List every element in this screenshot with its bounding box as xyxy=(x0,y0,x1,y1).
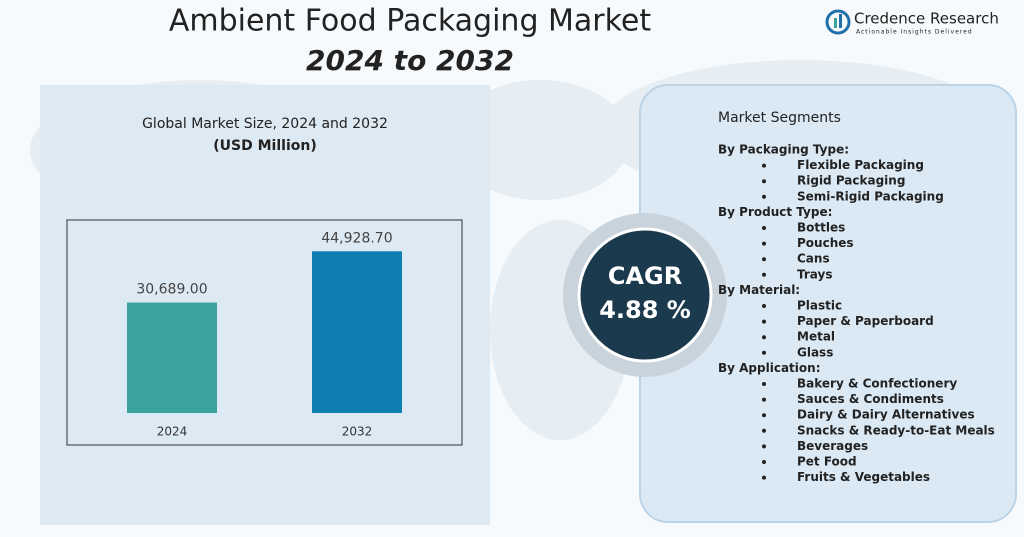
bullet xyxy=(762,335,766,340)
bar xyxy=(127,302,217,413)
value-label: 30,689.00 xyxy=(136,282,207,298)
bullet xyxy=(762,272,766,277)
bullet xyxy=(762,241,766,246)
segments-title: Market Segments xyxy=(718,110,841,126)
chart-panel xyxy=(40,85,490,525)
segment-item: Pet Food xyxy=(797,455,857,469)
bullet xyxy=(762,319,766,324)
segment-heading: By Application: xyxy=(718,361,821,375)
segment-item: Trays xyxy=(797,267,832,281)
cagr-circle xyxy=(577,227,713,363)
bullet xyxy=(762,475,766,480)
segment-item: Rigid Packaging xyxy=(797,174,905,188)
segment-item: Sauces & Condiments xyxy=(797,392,944,406)
value-label: 44,928.70 xyxy=(321,230,392,246)
continent xyxy=(450,80,630,200)
segment-item: Cans xyxy=(797,252,830,266)
cagr-value: 4.88 % xyxy=(599,296,691,324)
segment-item: Bottles xyxy=(797,221,845,235)
bullet xyxy=(762,226,766,230)
bar xyxy=(312,251,402,413)
logo-icon xyxy=(825,9,851,35)
x-tick-label: 2024 xyxy=(157,425,188,439)
main-title: Ambient Food Packaging Market xyxy=(169,4,652,39)
bullet xyxy=(762,350,766,355)
x-tick-label: 2032 xyxy=(342,425,373,439)
segment-item: Metal xyxy=(797,330,835,344)
segment-item: Snacks & Ready-to-Eat Meals xyxy=(797,423,995,437)
main-subtitle: 2024 to 2032 xyxy=(306,44,514,77)
segment-item: Pouches xyxy=(797,236,854,250)
brand-tagline: Actionable Insights Delivered xyxy=(856,29,973,36)
segment-heading: By Packaging Type: xyxy=(718,143,849,157)
segment-item: Flexible Packaging xyxy=(797,158,924,172)
bullet xyxy=(762,304,766,308)
bullet xyxy=(762,163,766,168)
chart-title: Global Market Size, 2024 and 2032 xyxy=(142,116,388,132)
bullet xyxy=(762,179,766,184)
brand-logo xyxy=(825,9,851,35)
segment-item: Plastic xyxy=(797,299,842,313)
segment-item: Bakery & Confectionery xyxy=(797,377,957,391)
segment-item: Semi-Rigid Packaging xyxy=(797,189,944,203)
bullet xyxy=(762,444,766,449)
cagr-label: CAGR xyxy=(608,262,682,290)
logo-icon xyxy=(839,14,842,28)
bullet xyxy=(762,257,766,262)
segment-item: Fruits & Vegetables xyxy=(797,470,930,484)
chart-subtitle: (USD Million) xyxy=(213,138,316,154)
brand-name: Credence Research xyxy=(854,10,999,28)
logo-icon xyxy=(834,18,837,28)
segment-item: Dairy & Dairy Alternatives xyxy=(797,408,975,422)
plot-frame xyxy=(66,219,463,446)
bullet xyxy=(762,382,766,386)
segment-item: Paper & Paperboard xyxy=(797,314,934,328)
bullet xyxy=(762,428,766,433)
bullet xyxy=(762,194,766,199)
segment-item: Glass xyxy=(797,345,833,359)
segment-heading: By Material: xyxy=(718,283,800,297)
bullet xyxy=(762,397,766,402)
segment-item: Beverages xyxy=(797,439,868,453)
bullet xyxy=(762,413,766,418)
bullet xyxy=(762,460,766,464)
segment-heading: By Product Type: xyxy=(718,205,832,219)
